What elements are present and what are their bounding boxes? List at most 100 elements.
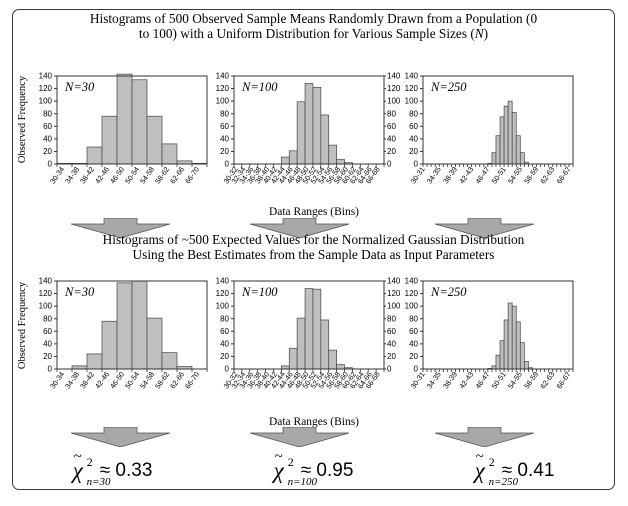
svg-text:60: 60 xyxy=(43,121,52,130)
svg-text:40: 40 xyxy=(43,340,52,349)
svg-text:120: 120 xyxy=(216,289,230,298)
svg-text:60: 60 xyxy=(387,327,396,336)
svg-text:42-43: 42-43 xyxy=(457,370,475,390)
svg-text:140: 140 xyxy=(405,72,419,81)
svg-text:38-42: 38-42 xyxy=(78,370,96,390)
svg-text:100: 100 xyxy=(39,302,53,311)
svg-text:120: 120 xyxy=(39,84,53,93)
svg-text:20: 20 xyxy=(409,147,418,156)
svg-text:140: 140 xyxy=(39,277,53,286)
svg-text:50-54: 50-54 xyxy=(123,370,141,390)
svg-text:N=250: N=250 xyxy=(430,80,467,94)
svg-text:0: 0 xyxy=(387,365,392,374)
svg-text:62-66: 62-66 xyxy=(168,370,186,390)
svg-text:20: 20 xyxy=(220,352,229,361)
svg-text:80: 80 xyxy=(220,314,229,323)
svg-text:80: 80 xyxy=(43,314,52,323)
svg-text:N=30: N=30 xyxy=(64,80,95,94)
svg-text:140: 140 xyxy=(216,72,230,81)
svg-text:66-70: 66-70 xyxy=(183,370,201,390)
svg-text:60: 60 xyxy=(409,121,418,130)
svg-text:40: 40 xyxy=(387,340,396,349)
svg-text:54-55: 54-55 xyxy=(506,164,524,184)
svg-text:66-67: 66-67 xyxy=(555,164,573,184)
svg-text:20: 20 xyxy=(43,147,52,156)
svg-text:N=100: N=100 xyxy=(241,80,278,94)
svg-text:42-46: 42-46 xyxy=(93,164,111,184)
svg-text:140: 140 xyxy=(405,277,419,286)
svg-text:58-62: 58-62 xyxy=(153,164,171,184)
svg-text:60: 60 xyxy=(220,121,229,130)
svg-text:54-58: 54-58 xyxy=(138,164,156,184)
svg-text:40: 40 xyxy=(220,340,229,349)
svg-text:40: 40 xyxy=(409,340,418,349)
svg-text:50-54: 50-54 xyxy=(123,164,141,184)
svg-text:120: 120 xyxy=(405,289,419,298)
svg-text:0: 0 xyxy=(387,159,392,168)
svg-text:0: 0 xyxy=(225,159,230,168)
svg-text:46-50: 46-50 xyxy=(108,370,126,390)
svg-text:54-58: 54-58 xyxy=(138,370,156,390)
svg-text:20: 20 xyxy=(220,147,229,156)
svg-text:100: 100 xyxy=(216,302,230,311)
svg-text:42-43: 42-43 xyxy=(457,164,475,184)
svg-text:62-63: 62-63 xyxy=(538,164,556,184)
svg-text:62-66: 62-66 xyxy=(168,164,186,184)
svg-text:60: 60 xyxy=(409,327,418,336)
svg-text:140: 140 xyxy=(39,72,53,81)
svg-text:46-50: 46-50 xyxy=(108,164,126,184)
svg-text:46-47: 46-47 xyxy=(473,370,491,390)
svg-text:60: 60 xyxy=(387,121,396,130)
svg-text:34-38: 34-38 xyxy=(63,370,81,390)
svg-text:60: 60 xyxy=(43,327,52,336)
svg-text:60: 60 xyxy=(220,327,229,336)
svg-text:58-59: 58-59 xyxy=(522,370,540,390)
svg-text:38-42: 38-42 xyxy=(78,164,96,184)
svg-text:100: 100 xyxy=(216,96,230,105)
svg-text:30-31: 30-31 xyxy=(409,370,427,390)
svg-text:62-63: 62-63 xyxy=(538,370,556,390)
svg-text:0: 0 xyxy=(225,365,230,374)
svg-text:0: 0 xyxy=(48,365,53,374)
svg-text:120: 120 xyxy=(216,84,230,93)
svg-text:38-39: 38-39 xyxy=(441,164,459,184)
svg-text:100: 100 xyxy=(39,96,53,105)
svg-text:40: 40 xyxy=(409,134,418,143)
svg-text:80: 80 xyxy=(220,109,229,118)
svg-text:58-59: 58-59 xyxy=(522,164,540,184)
svg-text:30-31: 30-31 xyxy=(409,164,427,184)
svg-text:120: 120 xyxy=(405,84,419,93)
svg-text:34-35: 34-35 xyxy=(425,370,443,390)
svg-text:100: 100 xyxy=(405,302,419,311)
svg-text:20: 20 xyxy=(387,147,396,156)
svg-text:N=250: N=250 xyxy=(430,285,467,299)
svg-text:40: 40 xyxy=(220,134,229,143)
svg-text:38-39: 38-39 xyxy=(441,370,459,390)
svg-text:34-35: 34-35 xyxy=(425,164,443,184)
svg-text:0: 0 xyxy=(48,159,53,168)
svg-text:54-55: 54-55 xyxy=(506,370,524,390)
svg-text:42-46: 42-46 xyxy=(93,370,111,390)
svg-text:34-38: 34-38 xyxy=(63,164,81,184)
svg-text:20: 20 xyxy=(409,352,418,361)
svg-text:80: 80 xyxy=(409,109,418,118)
svg-text:40: 40 xyxy=(43,134,52,143)
svg-text:50-51: 50-51 xyxy=(490,370,508,390)
svg-text:50-51: 50-51 xyxy=(490,164,508,184)
svg-text:66-67: 66-67 xyxy=(555,370,573,390)
svg-text:N=30: N=30 xyxy=(64,285,95,299)
svg-text:120: 120 xyxy=(39,289,53,298)
svg-text:80: 80 xyxy=(387,109,396,118)
svg-text:140: 140 xyxy=(216,277,230,286)
svg-text:N=100: N=100 xyxy=(241,285,278,299)
svg-text:20: 20 xyxy=(387,352,396,361)
svg-text:100: 100 xyxy=(405,96,419,105)
svg-text:58-62: 58-62 xyxy=(153,370,171,390)
svg-text:40: 40 xyxy=(387,134,396,143)
svg-text:80: 80 xyxy=(43,109,52,118)
svg-text:46-47: 46-47 xyxy=(473,164,491,184)
svg-text:20: 20 xyxy=(43,352,52,361)
svg-text:80: 80 xyxy=(387,314,396,323)
svg-text:66-70: 66-70 xyxy=(183,164,201,184)
svg-text:80: 80 xyxy=(409,314,418,323)
